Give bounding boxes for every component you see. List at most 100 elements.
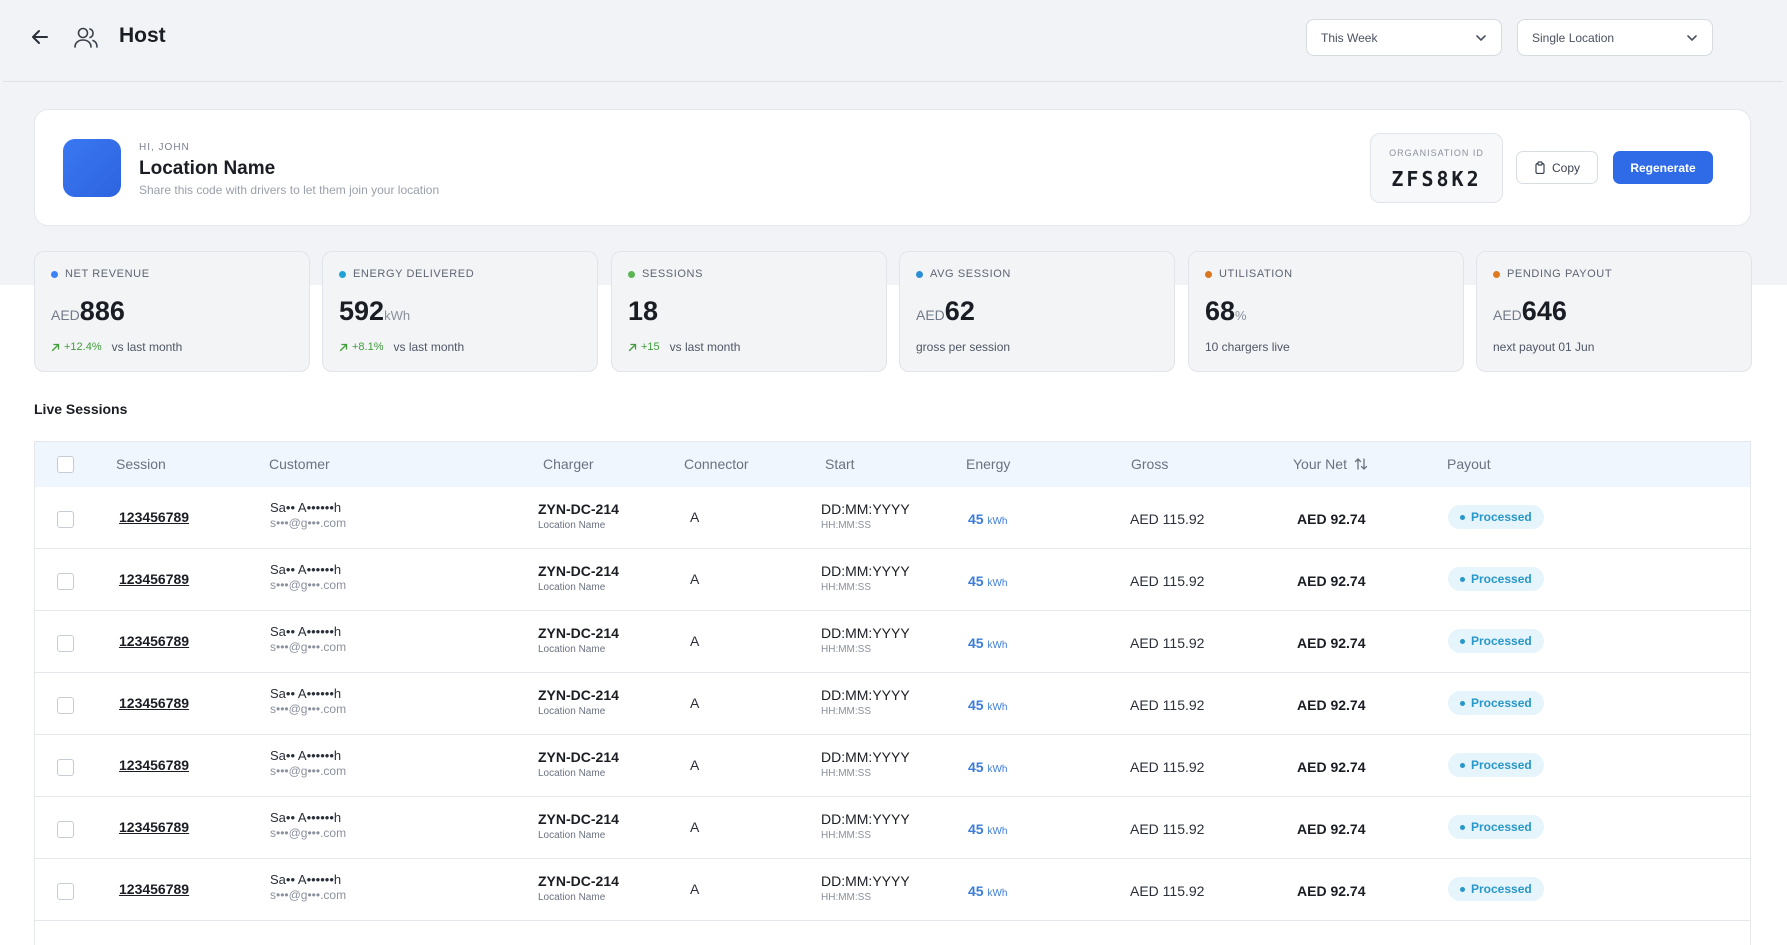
net-value: AED 92.74 <box>1297 759 1366 775</box>
charger-id: ZYN-DC-214 <box>538 687 619 703</box>
start-date: DD:MM:YYYY <box>821 873 910 889</box>
column-header-energy[interactable]: Energy <box>966 456 1011 472</box>
status-dot <box>1460 514 1465 520</box>
start-time: HH:MM:SS <box>821 520 871 531</box>
customer-cell: Sa•• A••••••h s•••@g•••.com <box>270 624 346 654</box>
charger-location: Location Name <box>538 768 606 779</box>
kpi-card-utilisation: UTILISATION 68 % 10 chargers live <box>1188 251 1464 372</box>
kpi-foot-text: gross per session <box>916 340 1011 354</box>
column-header-gross[interactable]: Gross <box>1131 456 1169 472</box>
row-checkbox[interactable] <box>57 635 74 652</box>
status-badge: Processed <box>1448 567 1544 591</box>
start-cell: DD:MM:YYYY HH:MM:SS <box>821 749 910 779</box>
kpi-delta: +15 <box>628 341 660 353</box>
customer-name: Sa•• A••••••h <box>270 872 342 887</box>
status-dot <box>339 270 346 278</box>
kpi-label: AVG SESSION <box>916 268 1011 280</box>
connector-value: A <box>690 757 700 773</box>
status-dot <box>1493 270 1500 278</box>
start-cell: DD:MM:YYYY HH:MM:SS <box>821 501 910 531</box>
column-header-connector[interactable]: Connector <box>684 456 749 472</box>
customer-cell: Sa•• A••••••h s•••@g•••.com <box>270 810 346 840</box>
kpi-foot-text: next payout 01 Jun <box>1493 340 1595 354</box>
kpi-card-sessions: SESSIONS 18 +15 vs last month <box>611 251 887 372</box>
table-row[interactable]: 123456789 Sa•• A••••••h s•••@g•••.com ZY… <box>35 735 1750 797</box>
charger-cell: ZYN-DC-214 Location Name <box>538 625 619 655</box>
kpi-foot-text: vs last month <box>669 340 741 354</box>
payout-cell: Processed <box>1448 877 1544 901</box>
session-link[interactable]: 123456789 <box>119 633 190 649</box>
customer-email: s•••@g•••.com <box>270 516 347 530</box>
live-sessions-title: Live Sessions <box>34 401 128 417</box>
row-checkbox[interactable] <box>57 883 74 900</box>
column-header-start[interactable]: Start <box>825 456 855 472</box>
start-cell: DD:MM:YYYY HH:MM:SS <box>821 563 910 593</box>
kpi-label: PENDING PAYOUT <box>1493 268 1612 280</box>
kpi-foot-text: vs last month <box>393 340 465 354</box>
connector-value: A <box>690 571 700 587</box>
column-header-session[interactable]: Session <box>116 456 166 472</box>
start-cell: DD:MM:YYYY HH:MM:SS <box>821 811 910 841</box>
status-badge: Processed <box>1448 815 1544 839</box>
connector-value: A <box>690 509 700 525</box>
back-button[interactable] <box>25 22 55 52</box>
start-date: DD:MM:YYYY <box>821 563 910 579</box>
row-checkbox[interactable] <box>57 511 74 528</box>
column-header-payout[interactable]: Payout <box>1447 456 1491 472</box>
kpi-suffix: % <box>1235 308 1247 323</box>
arrow-up-right-icon <box>628 343 637 351</box>
status-dot <box>1460 762 1465 768</box>
organisation-id-label: ORGANISATION ID <box>1389 148 1484 158</box>
row-checkbox[interactable] <box>57 821 74 838</box>
copy-button[interactable]: Copy <box>1516 151 1598 184</box>
column-header-your-net[interactable]: Your Net <box>1293 456 1369 472</box>
kpi-number: 646 <box>1521 296 1567 326</box>
charger-location: Location Name <box>538 582 606 593</box>
kpi-value: 68 % <box>1205 296 1247 327</box>
customer-cell: Sa•• A••••••h s•••@g•••.com <box>270 686 346 716</box>
table-row[interactable]: 123456789 Sa•• A••••••h s•••@g•••.com ZY… <box>35 797 1750 859</box>
energy-value: 45 kWh <box>968 697 1008 713</box>
column-header-customer[interactable]: Customer <box>269 456 330 472</box>
table-row[interactable]: 123456789 Sa•• A••••••h s•••@g•••.com ZY… <box>35 673 1750 735</box>
row-checkbox[interactable] <box>57 697 74 714</box>
customer-email: s•••@g•••.com <box>270 640 347 654</box>
regenerate-button[interactable]: Regenerate <box>1613 151 1713 184</box>
session-link[interactable]: 123456789 <box>119 819 190 835</box>
sort-icon[interactable] <box>1353 456 1369 472</box>
table-row[interactable]: 123456789 Sa•• A••••••h s•••@g•••.com ZY… <box>35 549 1750 611</box>
row-checkbox[interactable] <box>57 759 74 776</box>
kpi-delta: +8.1% <box>339 341 384 353</box>
kpi-number: 68 <box>1205 296 1236 326</box>
status-badge: Processed <box>1448 505 1544 529</box>
session-link[interactable]: 123456789 <box>119 571 190 587</box>
kpi-delta: +12.4% <box>51 341 102 353</box>
kpi-card-energy-delivered: ENERGY DELIVERED 592 kWh +8.1% vs last m… <box>322 251 598 372</box>
table-row[interactable]: 123456789 Sa•• A••••••h s•••@g•••.com ZY… <box>35 611 1750 673</box>
table-row[interactable]: 123456789 Sa•• A••••••h s•••@g•••.com ZY… <box>35 487 1750 549</box>
column-header-charger[interactable]: Charger <box>543 456 594 472</box>
session-link[interactable]: 123456789 <box>119 881 190 897</box>
select-all-checkbox[interactable] <box>57 456 74 473</box>
kpi-footer: gross per session <box>916 340 1010 354</box>
session-link[interactable]: 123456789 <box>119 757 190 773</box>
charger-cell: ZYN-DC-214 Location Name <box>538 563 619 593</box>
kpi-footer: next payout 01 Jun <box>1493 340 1594 354</box>
charger-id: ZYN-DC-214 <box>538 625 619 641</box>
start-date: DD:MM:YYYY <box>821 811 910 827</box>
energy-value: 45 kWh <box>968 573 1008 589</box>
period-select-value: This Week <box>1321 30 1378 45</box>
period-select[interactable]: This Week <box>1306 19 1502 56</box>
session-link[interactable]: 123456789 <box>119 509 190 525</box>
kpi-value: AED 886 <box>51 296 125 327</box>
kpi-footer: +15 vs last month <box>628 340 740 354</box>
connector-value: A <box>690 819 700 835</box>
table-row[interactable]: 123456789 Sa•• A••••••h s•••@g•••.com ZY… <box>35 859 1750 921</box>
row-checkbox[interactable] <box>57 573 74 590</box>
kpi-value: 592 kWh <box>339 296 410 327</box>
session-link[interactable]: 123456789 <box>119 695 190 711</box>
customer-cell: Sa•• A••••••h s•••@g•••.com <box>270 872 346 902</box>
gross-value: AED 115.92 <box>1130 511 1205 527</box>
location-select[interactable]: Single Location <box>1517 19 1713 56</box>
greeting: HI, JOHN <box>139 142 190 153</box>
